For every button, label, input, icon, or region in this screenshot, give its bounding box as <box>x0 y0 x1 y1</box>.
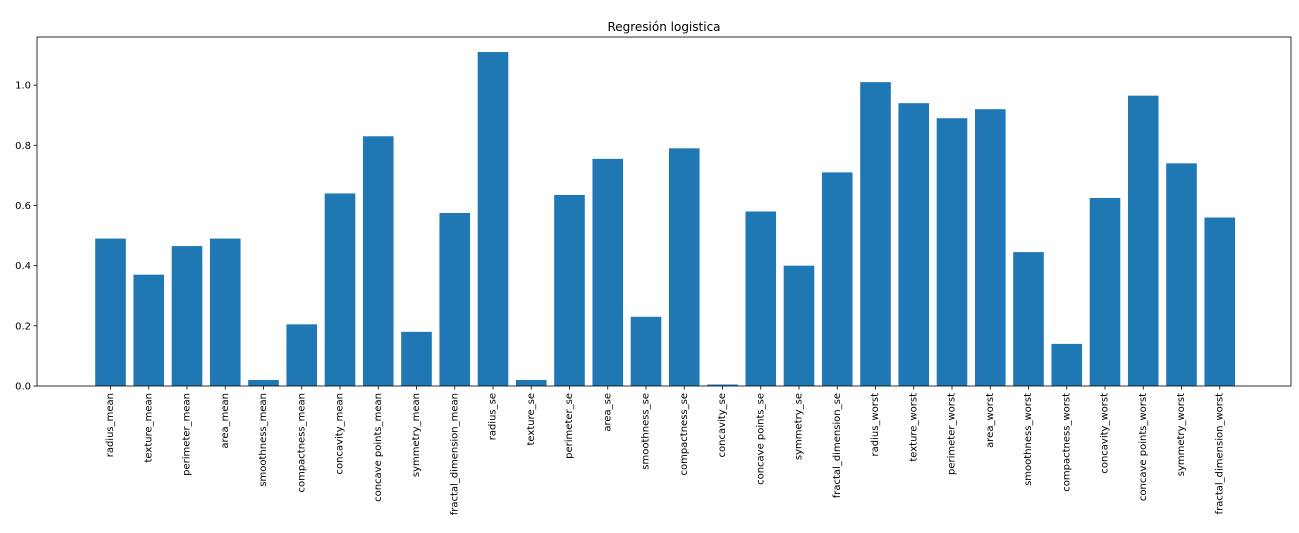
x-tick-label: fractal_dimension_se <box>832 393 843 498</box>
x-tick-label: symmetry_mean <box>411 393 422 477</box>
bar-perimeter-mean <box>171 246 203 386</box>
bar-area-mean <box>209 238 241 386</box>
x-tick-label: perimeter_mean <box>182 393 193 476</box>
x-tick-label: fractal_dimension_mean <box>449 393 460 515</box>
x-tick-label: radius_mean <box>105 393 116 457</box>
bar-symmetry-worst <box>1166 163 1197 386</box>
bar-symmetry-se <box>783 265 815 386</box>
x-tick-label: texture_se <box>526 393 537 445</box>
bar-smoothness-mean <box>248 379 279 386</box>
x-tick-label: symmetry_se <box>794 393 805 460</box>
x-tick-label: compactness_se <box>679 393 690 476</box>
y-tick-label: 0.6 <box>15 201 31 212</box>
y-tick-label: 0.8 <box>15 141 31 152</box>
y-tick-label: 1.0 <box>15 81 31 92</box>
x-tick-label: texture_mean <box>143 393 154 462</box>
x-tick-label: concave points_se <box>755 393 766 485</box>
x-tick-label: area_se <box>602 393 613 432</box>
bar-smoothness-se <box>630 316 662 386</box>
bar-radius-mean <box>95 238 126 386</box>
bar-compactness-worst <box>1051 343 1083 386</box>
x-axis: radius_mean texture_mean perimeter_mean are… <box>105 386 1225 515</box>
bar-compactness-se <box>668 148 700 386</box>
x-tick-label: smoothness_se <box>641 393 652 470</box>
x-tick-label: smoothness_mean <box>258 393 269 487</box>
bar-fractal-dimension-worst <box>1204 217 1236 386</box>
bar-concave-points-mean <box>362 136 394 386</box>
x-tick-label: fractal_dimension_worst <box>1214 393 1225 515</box>
x-tick-label: perimeter_worst <box>947 393 958 475</box>
x-tick-label: concavity_se <box>717 393 728 457</box>
bar-area-worst <box>974 109 1006 386</box>
bar-concavity-se <box>707 384 738 386</box>
x-tick-label: texture_worst <box>908 393 919 462</box>
bar-concavity-mean <box>324 193 356 386</box>
y-axis: 0.0 0.2 0.4 0.6 0.8 1.0 <box>15 81 37 393</box>
x-tick-label: symmetry_worst <box>1176 393 1187 476</box>
bar-compactness-mean <box>286 324 318 386</box>
bar-area-se <box>592 158 624 386</box>
x-tick-label: radius_se <box>488 393 499 440</box>
bar-smoothness-worst <box>1013 252 1044 386</box>
bar-radius-se <box>477 52 509 387</box>
bars <box>95 52 1236 387</box>
x-tick-label: smoothness_worst <box>1023 393 1034 486</box>
x-tick-label: concave points_worst <box>1138 393 1149 501</box>
bar-texture-se <box>515 379 547 386</box>
bar-radius-worst <box>860 82 891 387</box>
bar-concave-points-worst <box>1127 95 1159 387</box>
x-tick-label: compactness_mean <box>296 393 307 493</box>
bar-perimeter-se <box>554 194 585 386</box>
x-tick-label: area_mean <box>220 393 231 449</box>
bar-texture-mean <box>133 274 165 386</box>
x-tick-label: perimeter_se <box>564 393 575 459</box>
y-tick-label: 0.2 <box>15 321 31 332</box>
x-tick-label: concavity_mean <box>335 393 346 474</box>
y-tick-label: 0.0 <box>15 382 31 393</box>
chart-title: Regresión logistica <box>607 20 720 34</box>
x-tick-label: compactness_worst <box>1061 393 1072 492</box>
x-tick-label: concave points_mean <box>373 393 384 502</box>
bar-concavity-worst <box>1089 197 1121 386</box>
x-tick-label: concavity_worst <box>1100 393 1111 474</box>
bar-fractal-dimension-mean <box>439 213 471 386</box>
x-tick-label: area_worst <box>985 393 996 448</box>
y-tick-label: 0.4 <box>15 261 31 272</box>
bar-symmetry-mean <box>401 331 432 386</box>
bar-fractal-dimension-se <box>821 172 853 386</box>
bar-perimeter-worst <box>936 118 968 386</box>
plot-frame <box>36 36 1292 387</box>
x-tick-label: radius_worst <box>870 393 881 457</box>
bar-concave-points-se <box>745 211 777 386</box>
bar-texture-worst <box>898 103 930 387</box>
